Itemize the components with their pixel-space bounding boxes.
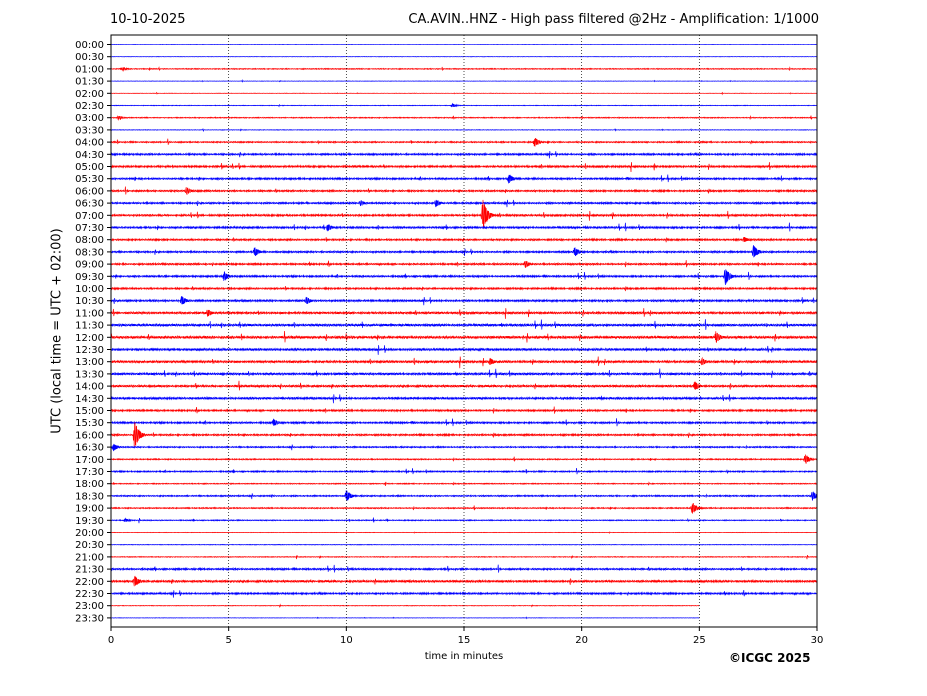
y-tick-label: 02:00 — [75, 89, 104, 100]
trace-1700 — [110, 454, 818, 464]
y-tick-label: 06:30 — [75, 199, 104, 210]
y-tick-label: 19:00 — [75, 504, 104, 515]
y-tick-label: 09:00 — [75, 260, 104, 271]
y-tick-label: 10:30 — [75, 296, 104, 307]
trace-1100 — [110, 308, 818, 319]
trace-1900 — [110, 502, 818, 514]
y-tick-label: 20:30 — [75, 540, 104, 551]
trace-2300 — [110, 603, 700, 609]
y-tick-label: 10:00 — [75, 284, 104, 295]
y-tick-label: 05:00 — [75, 162, 104, 173]
y-tick-label: 16:30 — [75, 443, 104, 454]
trace-0630 — [110, 199, 818, 208]
y-tick-label: 07:00 — [75, 211, 104, 222]
y-tick-label: 02:30 — [75, 101, 104, 112]
copyright-credit: ©ICGC 2025 — [729, 651, 811, 665]
y-tick-label: 08:00 — [75, 235, 104, 246]
y-tick-label: 14:00 — [75, 382, 104, 393]
y-tick-label: 15:00 — [75, 406, 104, 417]
y-tick-label: 19:30 — [75, 516, 104, 527]
y-tick-label: 17:30 — [75, 467, 104, 478]
trace-2130 — [110, 564, 818, 573]
trace-0400 — [110, 137, 818, 147]
y-tick-label: 12:30 — [75, 345, 104, 356]
y-tick-label: 00:30 — [75, 52, 104, 63]
trace-1030 — [110, 296, 818, 306]
trace-0430 — [110, 151, 818, 159]
trace-0600 — [110, 186, 818, 196]
date-title: 10-10-2025 — [110, 12, 186, 27]
y-tick-label: 18:00 — [75, 479, 104, 490]
y-tick-label: 22:30 — [75, 589, 104, 600]
y-tick-label: 23:00 — [75, 601, 104, 612]
y-tick-label: 04:30 — [75, 150, 104, 161]
trace-1930 — [110, 517, 818, 524]
traces — [110, 44, 818, 620]
trace-1830 — [110, 490, 818, 501]
trace-0200 — [110, 91, 818, 96]
y-tick-label: 04:00 — [75, 138, 104, 149]
y-tick-label: 20:00 — [75, 528, 104, 539]
trace-1630 — [110, 443, 818, 452]
y-tick-label: 05:30 — [75, 174, 104, 185]
y-tick-label: 18:30 — [75, 491, 104, 502]
y-tick-label: 03:30 — [75, 125, 104, 136]
y-tick-label: 15:30 — [75, 418, 104, 429]
x-tick-label: 25 — [693, 635, 706, 646]
y-tick-label: 13:30 — [75, 369, 104, 380]
y-tick-label: 16:00 — [75, 430, 104, 441]
x-tick-label: 10 — [340, 635, 353, 646]
y-tick-label: 14:30 — [75, 394, 104, 405]
x-tick-label: 20 — [575, 635, 588, 646]
y-tick-label: 03:00 — [75, 113, 104, 124]
y-tick-label: 22:00 — [75, 577, 104, 588]
x-tick-label: 30 — [811, 635, 824, 646]
trace-0930 — [110, 269, 818, 285]
trace-1330 — [110, 368, 818, 379]
y-tick-label: 17:00 — [75, 455, 104, 466]
trace-1730 — [110, 468, 818, 475]
y-tick-label: 12:00 — [75, 333, 104, 344]
trace-2330 — [110, 616, 700, 620]
trace-1130 — [110, 319, 818, 330]
trace-0330 — [110, 128, 818, 133]
x-tick-label: 0 — [108, 635, 114, 646]
trace-1800 — [110, 481, 818, 487]
y-tick-label: 00:00 — [75, 40, 104, 51]
y-tick-label: 01:30 — [75, 77, 104, 88]
trace-0300 — [110, 115, 818, 121]
y-tick-label: 11:00 — [75, 308, 104, 319]
trace-0230 — [110, 102, 818, 108]
chart-title: CA.AVIN..HNZ - High pass filtered @2Hz -… — [408, 12, 819, 27]
trace-2100 — [110, 554, 818, 560]
x-axis-label: time in minutes — [424, 651, 504, 662]
y-tick-label: 09:30 — [75, 272, 104, 283]
trace-0700 — [110, 199, 818, 229]
y-tick-label: 21:30 — [75, 565, 104, 576]
y-tick-label: 07:30 — [75, 223, 104, 234]
x-tick-label: 15 — [458, 635, 471, 646]
y-tick-label: 01:00 — [75, 64, 104, 75]
trace-2030 — [110, 543, 818, 546]
y-tick-label: 21:00 — [75, 552, 104, 563]
y-tick-label: 13:00 — [75, 357, 104, 368]
trace-2000 — [110, 530, 818, 535]
y-tick-label: 11:30 — [75, 321, 104, 332]
y-tick-label: 08:30 — [75, 247, 104, 258]
trace-1400 — [110, 380, 818, 391]
x-tick-label: 5 — [225, 635, 231, 646]
trace-1000 — [110, 285, 818, 292]
plot-frame — [110, 34, 818, 628]
y-tick-label: 23:30 — [75, 613, 104, 624]
y-tick-label: 06:00 — [75, 186, 104, 197]
